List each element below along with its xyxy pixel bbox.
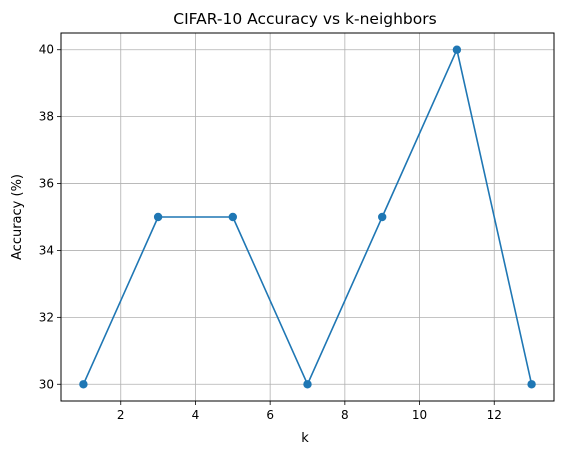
x-tick-label: 12 [487, 408, 502, 422]
chart-title: CIFAR-10 Accuracy vs k-neighbors [173, 10, 436, 28]
y-tick-label: 30 [39, 377, 54, 391]
series-line [82, 48, 533, 386]
y-tick-label: 32 [39, 310, 54, 324]
y-tick-label: 40 [39, 43, 54, 57]
data-point [377, 212, 387, 222]
x-tick-label: 6 [266, 408, 274, 422]
grid [61, 33, 554, 401]
x-tick-label: 2 [117, 408, 125, 422]
x-tick-label: 8 [341, 408, 349, 422]
plot-frame [60, 32, 555, 402]
y-tick-label: 38 [39, 110, 54, 124]
x-tick-label: 10 [412, 408, 427, 422]
y-axis-label: Accuracy (%) [10, 174, 25, 260]
data-point [303, 380, 312, 389]
data-point [153, 212, 163, 222]
data-point [228, 212, 238, 222]
data-point [79, 380, 88, 389]
axis-ticks: 2 4 6 8 10 12 30 32 34 36 38 40 [39, 43, 502, 422]
x-axis-label: k [301, 431, 309, 446]
plot-area [79, 45, 536, 389]
x-tick-label: 4 [192, 408, 200, 422]
data-point [527, 380, 536, 389]
data-point [452, 45, 462, 54]
y-tick-label: 36 [39, 177, 54, 191]
y-tick-label: 34 [39, 243, 54, 257]
